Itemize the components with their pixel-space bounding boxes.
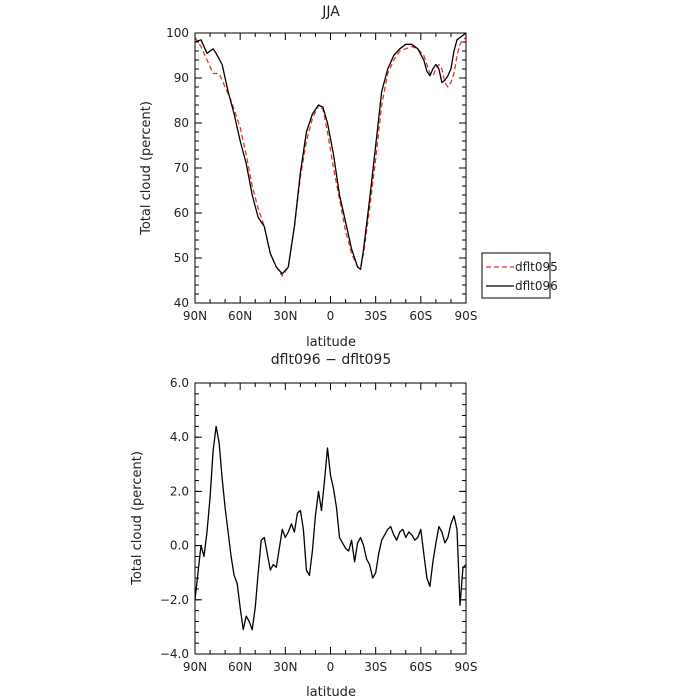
x-tick-label: 60S	[409, 660, 432, 674]
x-tick-label: 90N	[183, 309, 207, 323]
x-axis-label: latitude	[306, 335, 356, 350]
x-axis-label: latitude	[306, 685, 356, 700]
x-tick-label: 30N	[273, 309, 297, 323]
series-line-dflt095	[194, 36, 467, 277]
chart-title: dflt096 − dflt095	[271, 352, 391, 368]
legend-box	[481, 252, 551, 299]
x-tick-label: 0	[327, 660, 335, 674]
x-tick-label: 60N	[228, 660, 252, 674]
y-tick-label: 50	[174, 251, 189, 265]
chart-difference: dflt096 − dflt095 Total cloud (percent) …	[130, 352, 477, 700]
series-line-dflt096	[194, 32, 467, 275]
x-tick-label: 30N	[273, 660, 297, 674]
x-tick-label: 60S	[409, 309, 432, 323]
series-line-series-0	[194, 425, 467, 631]
y-tick-label: 2.0	[170, 484, 189, 498]
y-tick-label: 90	[174, 71, 189, 85]
tick-layer	[194, 382, 467, 655]
series-layer	[194, 425, 467, 631]
y-tick-label: 100	[166, 26, 189, 40]
series-layer	[194, 32, 467, 277]
tick-label-layer: 90N 60N 30N 0 30S 60S 90S −4.0 −2.0 0.0 2.0 4.0 6.0	[160, 376, 478, 674]
y-tick-label: 4.0	[170, 430, 189, 444]
x-tick-label: 60N	[228, 309, 252, 323]
y-tick-label: 60	[174, 206, 189, 220]
y-tick-label: 40	[174, 296, 189, 310]
y-tick-label: −4.0	[160, 647, 189, 661]
x-tick-label: 90S	[455, 660, 478, 674]
y-tick-label: 70	[174, 161, 189, 175]
legend-label-dflt095: dflt095	[515, 260, 558, 274]
plot-frame	[194, 382, 467, 655]
x-tick-label: 0	[327, 309, 335, 323]
chart-title: JJA	[321, 4, 340, 20]
y-axis-label: Total cloud (percent)	[139, 101, 154, 236]
y-tick-label: 6.0	[170, 376, 189, 390]
legend: dflt095 dflt096	[481, 252, 558, 299]
x-tick-label: 30S	[364, 309, 387, 323]
tick-layer	[194, 32, 467, 304]
plot-frame	[194, 32, 467, 304]
x-tick-label: 30S	[364, 660, 387, 674]
tick-label-layer: 90N 60N 30N 0 30S 60S 90S 40 50 60 70 80 90 100	[166, 26, 477, 323]
legend-label-dflt096: dflt096	[515, 279, 558, 293]
y-tick-label: 80	[174, 116, 189, 130]
y-axis-label: Total cloud (percent)	[130, 451, 145, 586]
x-tick-label: 90N	[183, 660, 207, 674]
x-tick-label: 90S	[455, 309, 478, 323]
y-tick-label: 0.0	[170, 539, 189, 553]
y-tick-label: −2.0	[160, 593, 189, 607]
chart-total-cloud: JJA Total cloud (percent) latitude 90N 60…	[139, 4, 558, 350]
